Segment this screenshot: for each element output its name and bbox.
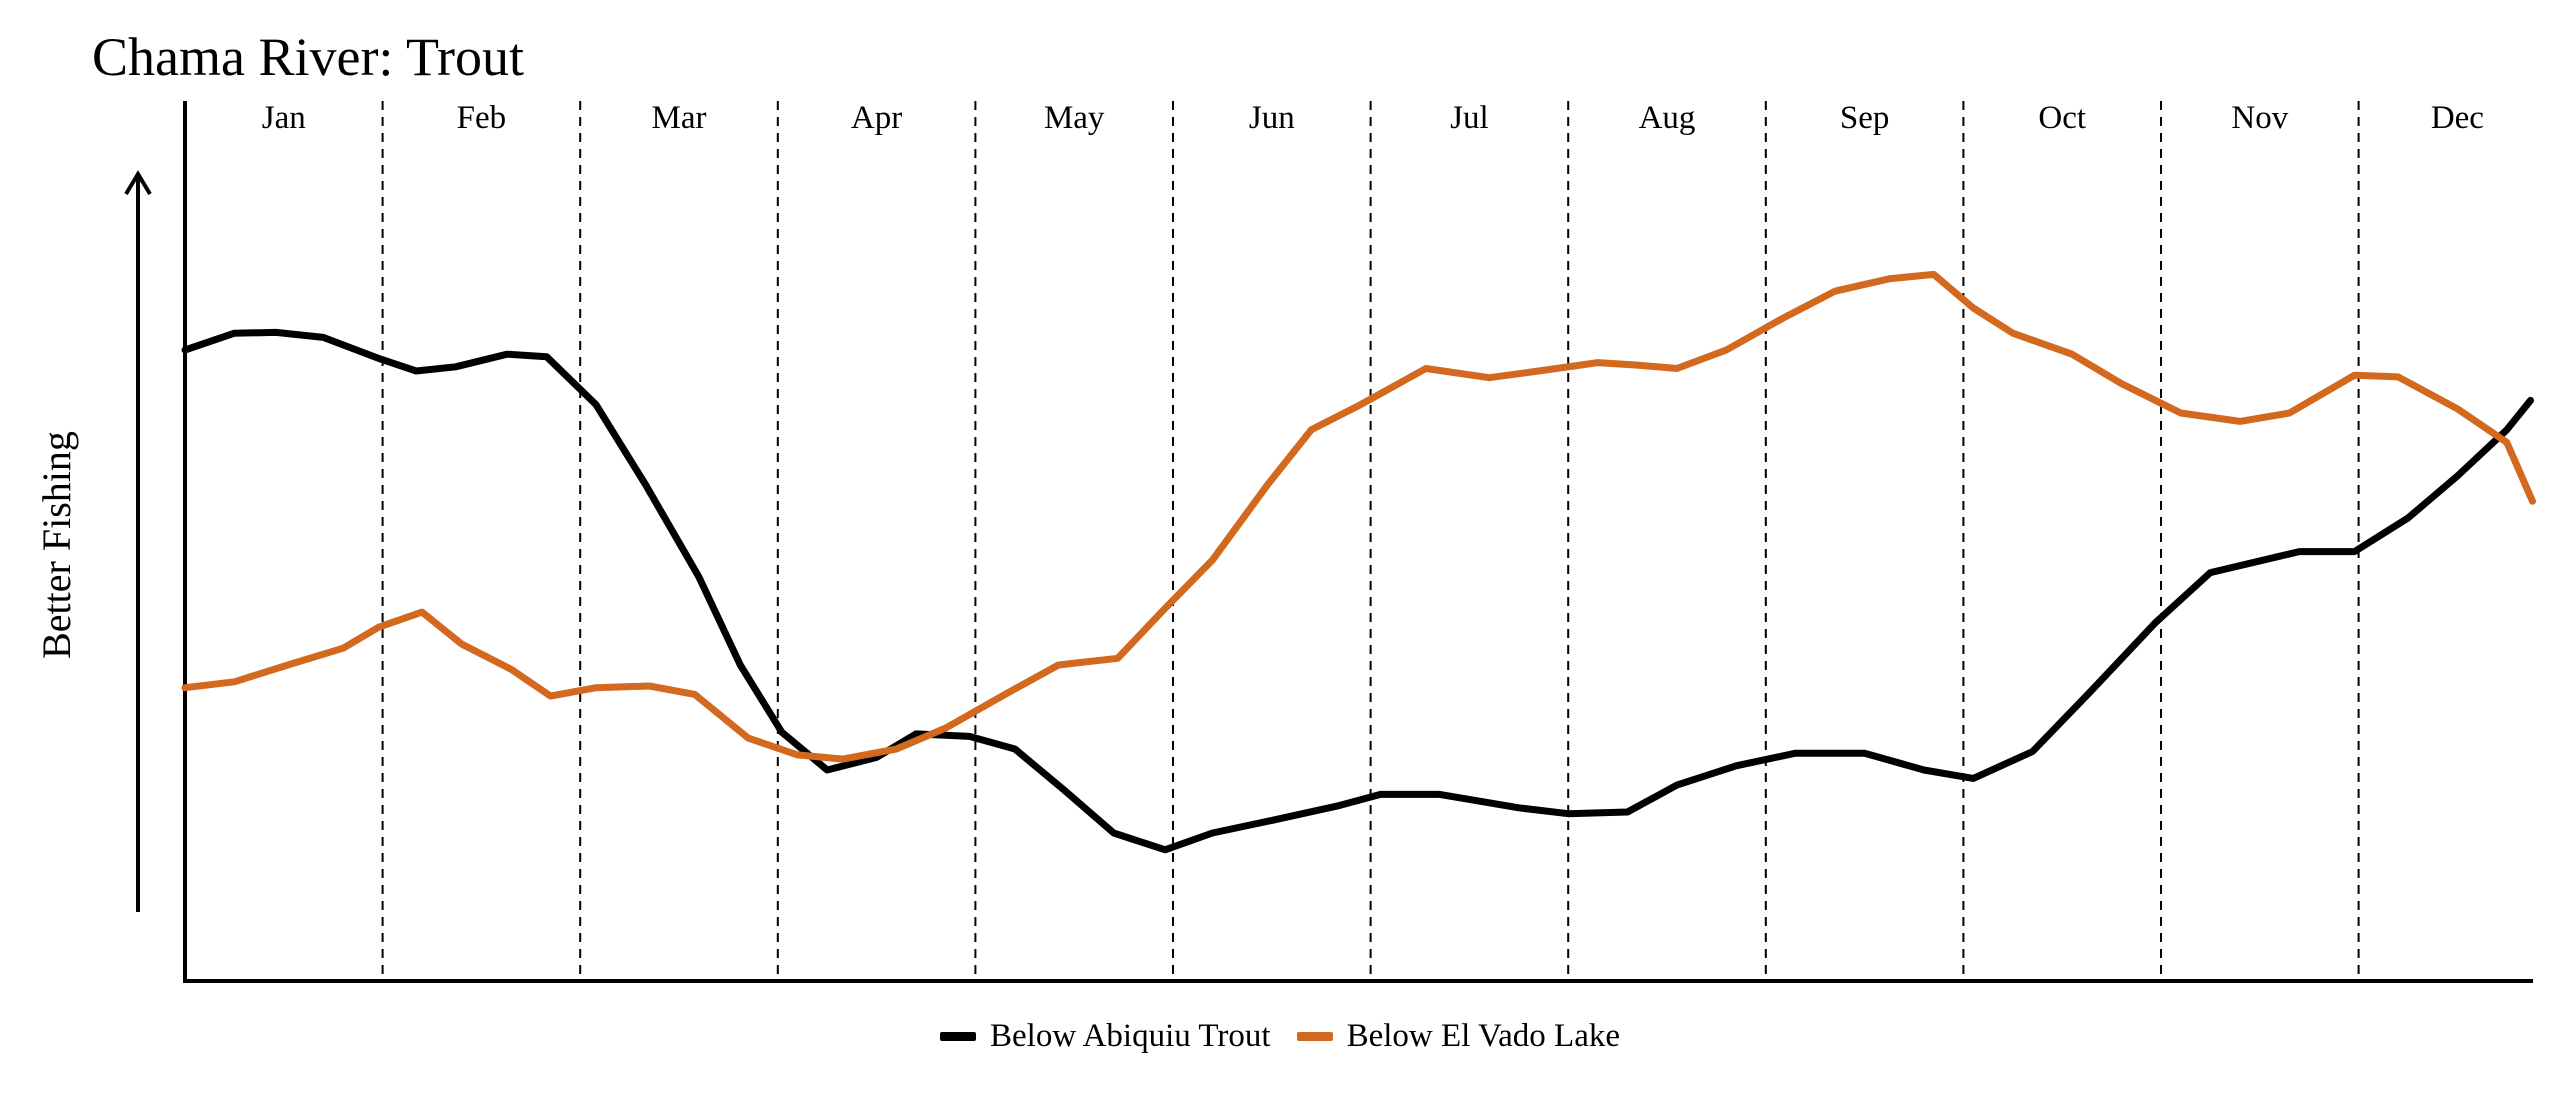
better-fishing-arrow bbox=[124, 170, 152, 912]
legend-swatch-el-vado bbox=[1296, 1032, 1333, 1041]
axes bbox=[183, 101, 2533, 983]
month-gridlines bbox=[381, 101, 2360, 981]
month-label-may: May bbox=[1044, 100, 1105, 136]
chart-title: Chama River: Trout bbox=[92, 27, 525, 87]
month-label-aug: Aug bbox=[1639, 100, 1696, 136]
legend-item-el-vado: Below El Vado Lake bbox=[1296, 1018, 1620, 1055]
month-label-dec: Dec bbox=[2431, 100, 2484, 136]
series-line-el-vado bbox=[181, 270, 2536, 763]
month-label-nov: Nov bbox=[2231, 100, 2288, 136]
month-label-oct: Oct bbox=[2038, 100, 2086, 136]
month-label-apr: Apr bbox=[851, 100, 902, 136]
month-label-mar: Mar bbox=[652, 100, 707, 136]
series-layer bbox=[181, 270, 2536, 854]
legend-label-abiquiu: Below Abiquiu Trout bbox=[990, 1018, 1271, 1054]
legend-item-abiquiu: Below Abiquiu Trout bbox=[940, 1018, 1271, 1055]
month-label-jul: Jul bbox=[1450, 100, 1489, 136]
month-labels: Jan Feb Mar Apr May Jun Jul Aug Sep Oct Nov Dec bbox=[262, 100, 2484, 136]
legend-label-el-vado: Below El Vado Lake bbox=[1346, 1018, 1620, 1054]
legend-swatch-abiquiu bbox=[940, 1032, 976, 1041]
y-axis-label: Better Fishing bbox=[34, 431, 79, 659]
month-label-feb: Feb bbox=[457, 100, 507, 136]
month-label-sep: Sep bbox=[1840, 100, 1890, 136]
month-label-jan: Jan bbox=[262, 100, 306, 136]
month-label-jun: Jun bbox=[1249, 100, 1295, 136]
series-line-abiquiu bbox=[181, 328, 2534, 854]
legend: Below Abiquiu Trout Below El Vado Lake bbox=[0, 1018, 2560, 1055]
